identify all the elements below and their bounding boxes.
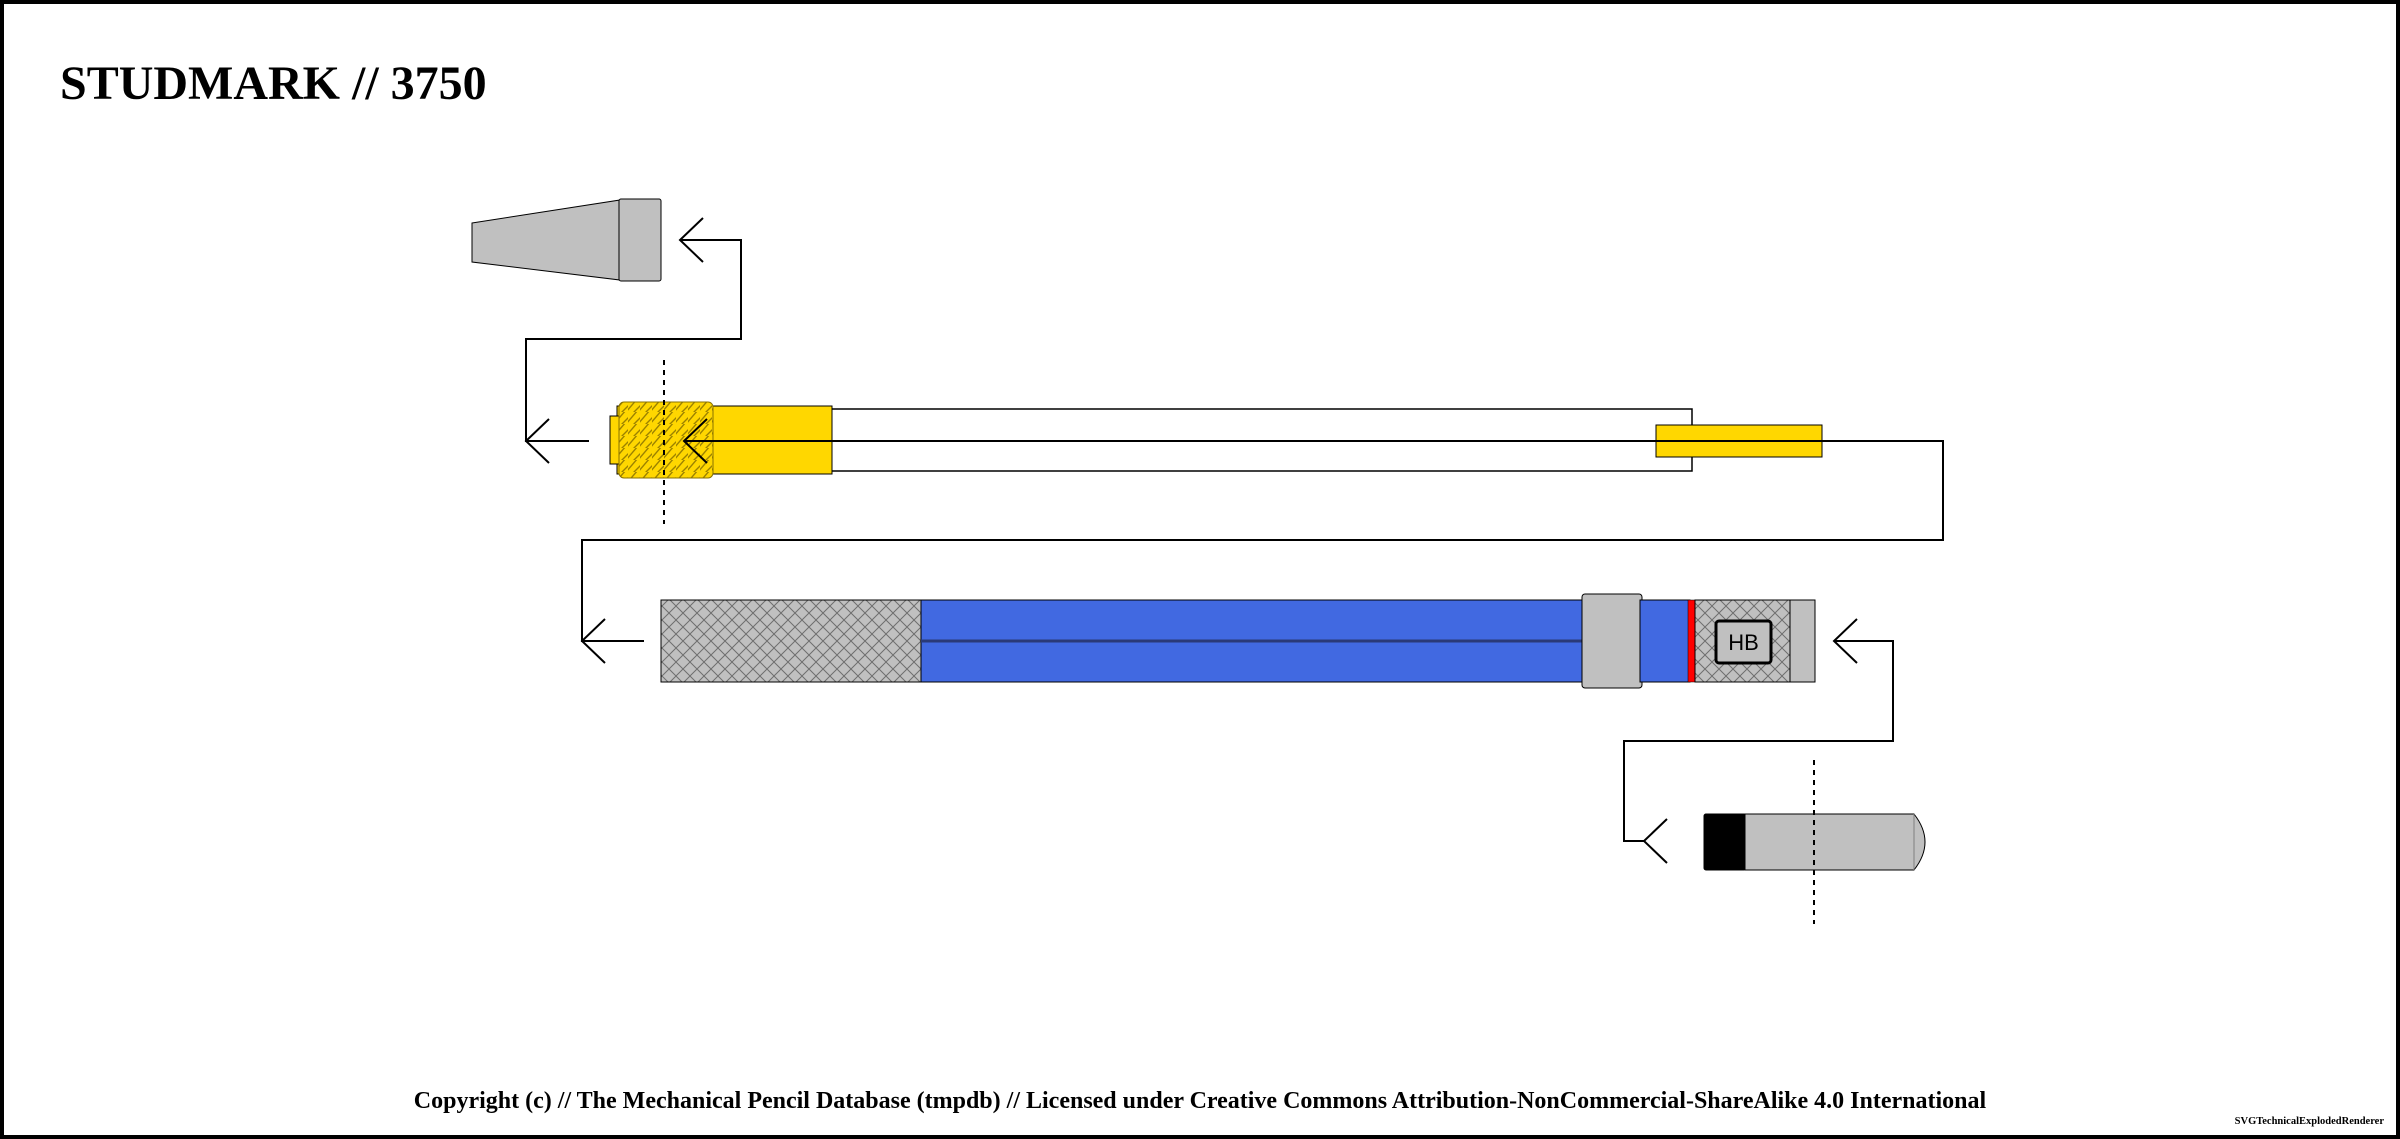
knurled-grip: [660, 599, 924, 683]
tip-cone-taper: [471, 199, 621, 281]
page-title: STUDMARK // 3750: [60, 57, 487, 110]
red-accent-band: [1687, 599, 1696, 683]
barrel-tail: [1639, 599, 1691, 683]
tip-cone-part: [471, 198, 662, 282]
arrow-icon: [580, 618, 606, 664]
assembly-leader-3: [1623, 618, 1894, 864]
tip-cone-collar: [618, 198, 662, 282]
assembly-leader-2: [580, 418, 1944, 664]
barrel-ring: [1581, 593, 1643, 689]
arrow-icon: [524, 418, 550, 464]
renderer-credit: SVGTechnicalExplodedRenderer: [2234, 1116, 2384, 1127]
eraser-cap: [1744, 813, 1926, 871]
copyright-notice: Copyright (c) // The Mechanical Pencil D…: [413, 1088, 1987, 1114]
arrow-icon: [682, 418, 708, 464]
grade-indicator: HB: [1728, 630, 1759, 655]
grade-window: [1714, 619, 1773, 665]
cap-black-insert: [1703, 813, 1747, 871]
exploded-diagram: HB: [471, 198, 1944, 924]
arrow-icon: [1642, 818, 1668, 864]
barrel-part: HB: [660, 593, 1816, 689]
assembly-leader-1: [524, 217, 742, 464]
barrel-end-cap: [1789, 599, 1816, 683]
arrow-icon: [678, 217, 704, 263]
eraser-cap-part: [1703, 760, 1926, 924]
arrow-icon: [1832, 618, 1858, 664]
